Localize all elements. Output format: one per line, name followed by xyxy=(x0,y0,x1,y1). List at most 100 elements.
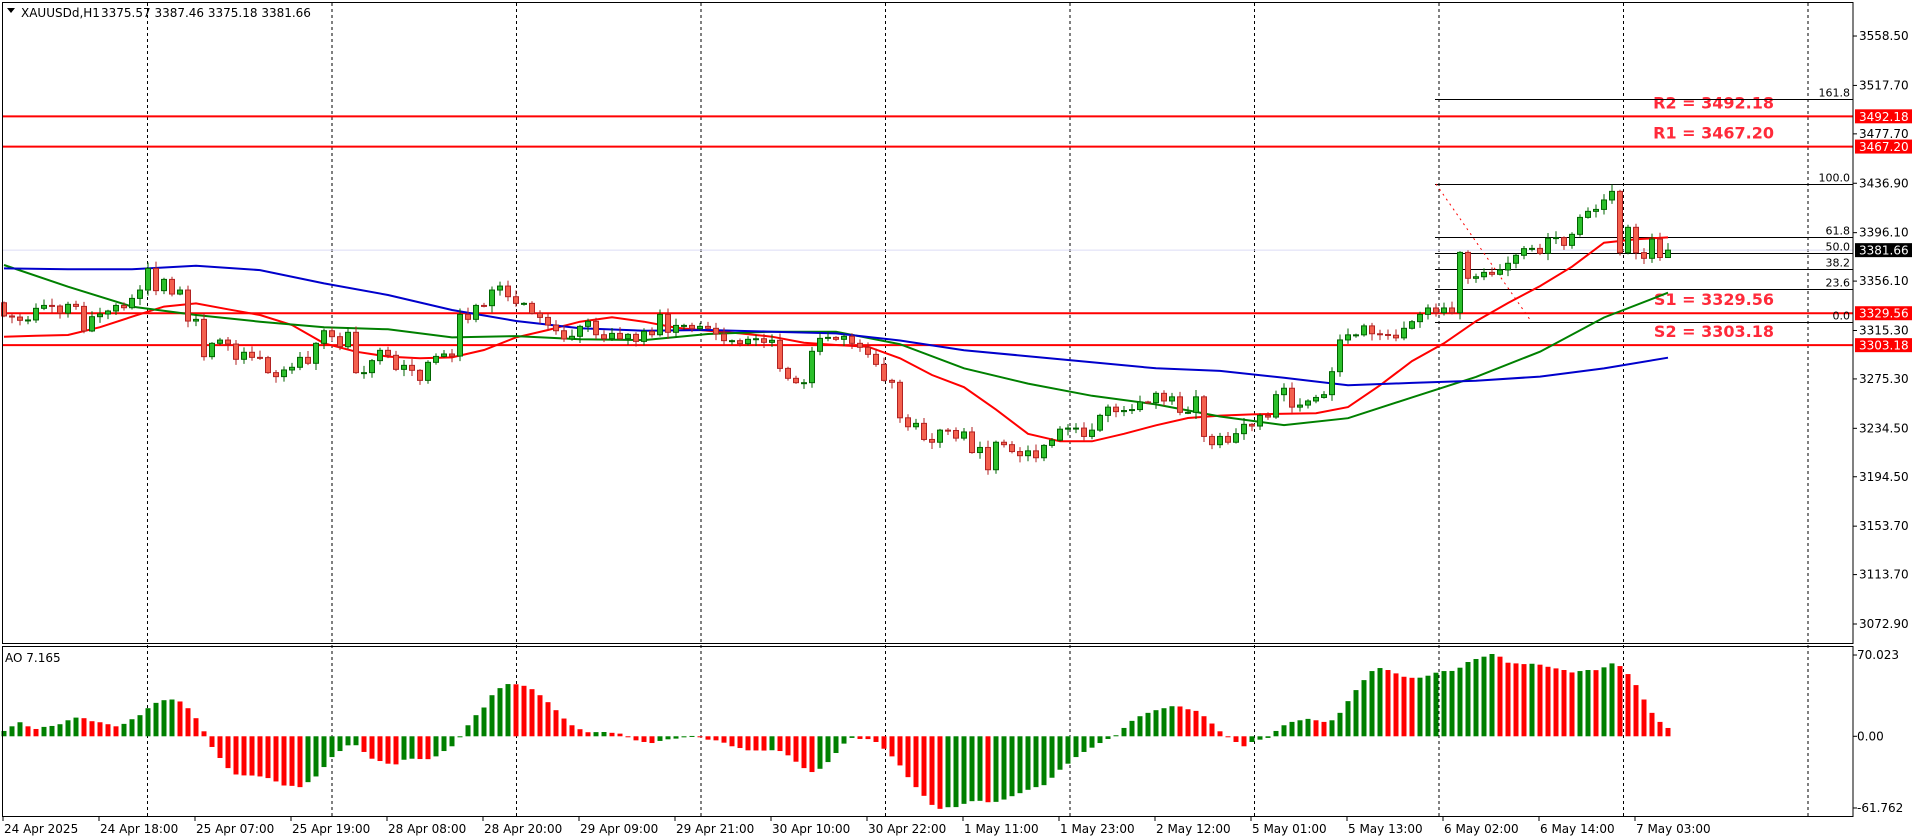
candle-body xyxy=(1561,237,1567,246)
candle xyxy=(1185,406,1191,415)
candle xyxy=(609,327,615,342)
price-tick-label: 3315.30 xyxy=(1859,323,1909,337)
candle xyxy=(17,313,23,326)
candle xyxy=(537,310,543,324)
candle xyxy=(689,322,695,333)
candle-body xyxy=(753,338,759,341)
chart-title[interactable]: XAUUSDd,H1 3375.57 3387.46 3375.18 3381.… xyxy=(7,6,311,20)
candle-body xyxy=(881,363,887,381)
candle xyxy=(1361,323,1367,337)
candle-body xyxy=(1041,444,1047,459)
candle-body xyxy=(1585,210,1591,218)
time-axis[interactable]: 24 Apr 2025 24 Apr 18:00 25 Apr 07:00 25 Ap… xyxy=(2,817,1711,836)
ao-bar xyxy=(873,736,879,742)
candle-body xyxy=(1625,226,1631,254)
current-price-tag-bg xyxy=(1855,243,1912,258)
candle-body xyxy=(1169,396,1175,402)
candle xyxy=(1025,445,1031,462)
candle xyxy=(129,294,135,310)
candle xyxy=(401,359,407,377)
candle xyxy=(1137,395,1143,412)
candle-body xyxy=(561,330,567,340)
candle-body xyxy=(513,296,519,304)
ao-bar xyxy=(1409,677,1415,737)
ao-bar xyxy=(1657,721,1663,737)
candle-body xyxy=(201,318,207,358)
candle xyxy=(849,333,855,349)
candle xyxy=(1641,248,1647,264)
time-tick-label: 2 May 12:00 xyxy=(1156,822,1231,836)
candle-body xyxy=(1345,334,1351,341)
ao-bar xyxy=(513,684,519,737)
chart-frame xyxy=(2,2,1854,817)
candle xyxy=(1497,264,1503,276)
candle xyxy=(1225,431,1231,445)
candle-body xyxy=(1361,325,1367,336)
candle-body xyxy=(1217,435,1223,446)
candle-body xyxy=(1577,216,1583,235)
candle xyxy=(1481,268,1487,281)
price-tick-label: 3558.50 xyxy=(1859,29,1909,43)
candle xyxy=(153,261,159,296)
candle-body xyxy=(249,351,255,358)
candle-body xyxy=(257,356,263,359)
candle-body xyxy=(121,304,127,309)
ao-bar xyxy=(577,729,583,737)
ao-bar xyxy=(1649,712,1655,737)
ao-bar xyxy=(1097,736,1103,744)
ao-bar xyxy=(217,736,223,758)
ao-bar xyxy=(225,736,231,769)
ao-bar xyxy=(273,736,279,782)
fib-level-label: 61.8 xyxy=(1826,225,1851,238)
time-tick-label: 25 Apr 19:00 xyxy=(292,822,370,836)
price-axis[interactable]: 3558.50 3517.70 3477.70 3436.90 3396.10 3356.… xyxy=(1853,29,1912,815)
ao-bar xyxy=(817,736,823,769)
level-price-tag: 3467.20 xyxy=(1859,140,1909,154)
candle xyxy=(945,427,951,436)
candle xyxy=(1345,328,1351,344)
candle-body xyxy=(1097,414,1103,431)
candle-body xyxy=(681,324,687,327)
candle-body xyxy=(617,332,623,340)
fibonacci-retracement[interactable]: 161.8 100.0 61.8 50.0 38.2 23.6 0.0 xyxy=(1435,87,1853,323)
ao-bar xyxy=(441,736,447,752)
ao-bar xyxy=(905,736,911,778)
candle xyxy=(169,276,175,297)
ao-bar xyxy=(1153,710,1159,737)
candle xyxy=(257,350,263,360)
dropdown-triangle-icon[interactable] xyxy=(7,8,15,13)
ao-bar xyxy=(921,736,927,796)
ao-bar xyxy=(753,736,759,751)
candle xyxy=(577,324,583,344)
candle xyxy=(409,359,415,376)
candle-body xyxy=(993,441,999,471)
time-tick-label: 29 Apr 09:00 xyxy=(580,822,658,836)
candle xyxy=(889,378,895,389)
ao-bar xyxy=(9,726,15,737)
ao-bar xyxy=(257,736,263,777)
ao-bar xyxy=(849,736,855,738)
candle-body xyxy=(1601,199,1607,210)
level-label-r2: R2 = 3492.18 xyxy=(1653,93,1774,112)
ao-bar xyxy=(385,736,391,764)
moving-average-line-ma-mid xyxy=(3,264,1669,427)
candle-body xyxy=(1649,238,1655,259)
ao-bar xyxy=(97,722,103,737)
candle xyxy=(1217,432,1223,449)
candle xyxy=(1321,391,1327,399)
ao-bar xyxy=(1241,736,1247,747)
ao-bar xyxy=(89,721,95,737)
ao-bar xyxy=(1489,653,1495,737)
ao-bar xyxy=(1065,736,1071,764)
candle-body xyxy=(145,267,151,291)
candle-body xyxy=(769,339,775,343)
candle xyxy=(1161,390,1167,407)
ao-bar xyxy=(1289,721,1295,737)
time-tick-label: 29 Apr 21:00 xyxy=(676,822,754,836)
ao-bar xyxy=(209,736,215,747)
ao-bar xyxy=(865,736,871,740)
ao-bar xyxy=(857,736,863,739)
ao-bar xyxy=(689,735,695,737)
candle xyxy=(1129,404,1135,414)
